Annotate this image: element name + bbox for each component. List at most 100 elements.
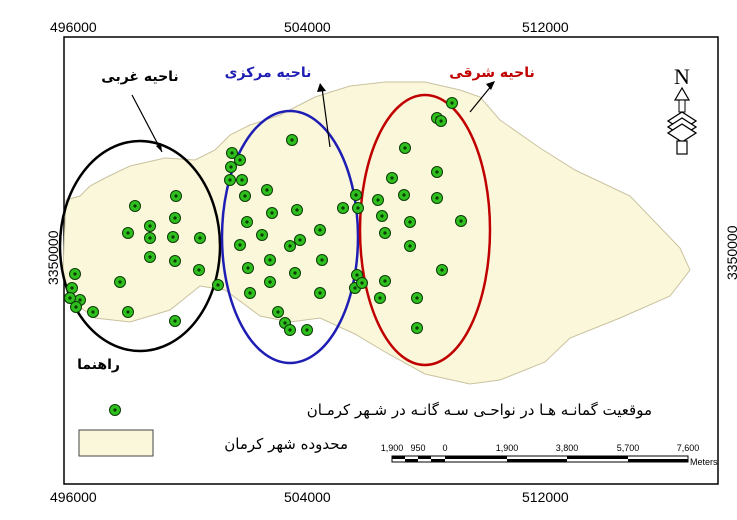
- borehole-point-center: [230, 151, 234, 155]
- borehole-point-center: [91, 310, 95, 314]
- borehole-point-center: [415, 326, 419, 330]
- west-borehole-points: [64, 190, 224, 327]
- borehole-point-center: [288, 244, 292, 248]
- borehole-point-center: [74, 305, 78, 309]
- borehole-point-center: [133, 204, 137, 208]
- borehole-point-center: [402, 193, 406, 197]
- borehole-point-center: [295, 208, 299, 212]
- borehole-point-center: [360, 281, 364, 285]
- central-region-ellipse: [220, 109, 360, 365]
- borehole-point-center: [245, 220, 249, 224]
- borehole-point-center: [148, 224, 152, 228]
- borehole-point-center: [383, 279, 387, 283]
- borehole-point-center: [173, 216, 177, 220]
- borehole-point-center: [353, 286, 357, 290]
- east-arrow-head: [486, 81, 495, 90]
- central-region-label: ناحیه مرکزی: [225, 65, 312, 81]
- borehole-point-center: [293, 271, 297, 275]
- grid-top-512000: 512000: [522, 19, 569, 35]
- scale-unit: Meters: [690, 457, 718, 467]
- borehole-point-center: [265, 188, 269, 192]
- borehole-point-center: [403, 146, 407, 150]
- grid-top-496000: 496000: [50, 19, 97, 35]
- grid-bottom-496000: 496000: [50, 489, 97, 505]
- borehole-point-center: [240, 178, 244, 182]
- borehole-point-center: [270, 211, 274, 215]
- borehole-point-center: [197, 268, 201, 272]
- scale-tick-label: 1,900: [496, 443, 519, 453]
- borehole-point-center: [380, 214, 384, 218]
- borehole-point-center: [260, 233, 264, 237]
- borehole-point-center: [68, 296, 72, 300]
- scale-tick-label: 5,700: [617, 443, 640, 453]
- borehole-point-center: [459, 219, 463, 223]
- scale-bar: 1,900 950 0 1,900 3,800 5,700 7,600 Mete…: [381, 443, 718, 467]
- borehole-point-center: [173, 259, 177, 263]
- borehole-point-center: [118, 280, 122, 284]
- borehole-point-center: [283, 321, 287, 325]
- borehole-point-center: [126, 231, 130, 235]
- borehole-point-center: [216, 283, 220, 287]
- city-boundary-area: [62, 81, 691, 385]
- central-borehole-points: [224, 134, 328, 336]
- borehole-point-center: [78, 298, 82, 302]
- borehole-point-center: [171, 235, 175, 239]
- central-arrow-head: [317, 83, 326, 92]
- borehole-point-center: [148, 236, 152, 240]
- scale-tick-label: 0: [442, 443, 447, 453]
- borehole-point-center: [355, 273, 359, 277]
- borehole-point-center: [268, 280, 272, 284]
- legend-area-swatch: [78, 429, 154, 457]
- borehole-point-center: [435, 196, 439, 200]
- borehole-point-center: [288, 328, 292, 332]
- borehole-point-center: [298, 238, 302, 242]
- borehole-point-center: [440, 268, 444, 272]
- central-label-arrow: [321, 87, 331, 148]
- borehole-point-center: [408, 244, 412, 248]
- borehole-point-center: [174, 194, 178, 198]
- borehole-point-center: [341, 206, 345, 210]
- borehole-point-center: [318, 228, 322, 232]
- borehole-point-center: [276, 310, 280, 314]
- borehole-point-center: [198, 236, 202, 240]
- borehole-point-center: [290, 138, 294, 142]
- borehole-point-center: [439, 119, 443, 123]
- east-region-label: ناحیه شرقی: [449, 65, 535, 81]
- legend-point-symbol: [109, 404, 121, 416]
- legend-area-label: محدوده شهر کرمان: [224, 435, 348, 453]
- grid-bottom-504000: 504000: [284, 489, 331, 505]
- borehole-point-center: [390, 176, 394, 180]
- borehole-point-center: [243, 194, 247, 198]
- borehole-point-center: [435, 170, 439, 174]
- borehole-point-center: [356, 206, 360, 210]
- borehole-point-center: [238, 158, 242, 162]
- borehole-point-center: [320, 258, 324, 262]
- grid-right-3350000: 3350000: [724, 225, 737, 280]
- borehole-point-center: [376, 198, 380, 202]
- west-region-label: ناحیه غربی: [101, 69, 178, 85]
- borehole-point-center: [238, 243, 242, 247]
- borehole-point-center: [383, 231, 387, 235]
- west-arrow-head: [156, 143, 162, 152]
- borehole-point-center: [228, 178, 232, 182]
- legend-points-label: موقعیت گمانـه هـا در نواحـی سـه گانـه در…: [307, 401, 652, 419]
- scale-tick-label: 950: [410, 443, 425, 453]
- west-label-arrow: [131, 94, 163, 153]
- borehole-point-center: [268, 258, 272, 262]
- borehole-point-center: [378, 296, 382, 300]
- west-region-ellipse: [58, 139, 222, 353]
- scale-tick-label: 1,900: [381, 443, 404, 453]
- borehole-point-center: [73, 272, 77, 276]
- legend-title: راهنما: [77, 357, 120, 373]
- grid-bottom-512000: 512000: [522, 489, 569, 505]
- borehole-point-center: [148, 255, 152, 259]
- borehole-point-center: [354, 193, 358, 197]
- borehole-point-center: [229, 165, 233, 169]
- borehole-point-center: [173, 319, 177, 323]
- grid-top-504000: 504000: [284, 19, 331, 35]
- east-label-arrow: [469, 84, 493, 113]
- borehole-point-center: [450, 101, 454, 105]
- north-arrow-label: N: [674, 64, 690, 89]
- borehole-point-center: [246, 266, 250, 270]
